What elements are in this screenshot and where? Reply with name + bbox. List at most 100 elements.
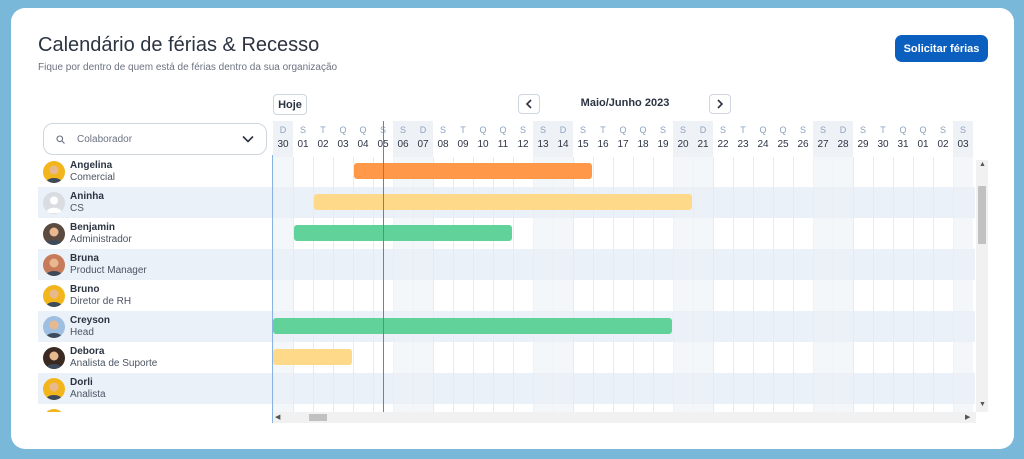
vacation-bar[interactable] — [294, 225, 512, 241]
person-role: Administrador — [70, 234, 132, 245]
person-role: Product Manager — [70, 265, 147, 276]
day-number: 30 — [277, 139, 289, 150]
day-header: S 19 — [653, 121, 673, 157]
scroll-right-icon[interactable]: ▶ — [965, 414, 971, 421]
vacation-bar[interactable] — [273, 349, 352, 365]
day-number: 23 — [737, 139, 749, 150]
vacation-bar[interactable] — [314, 194, 692, 210]
person-row[interactable]: Bruna Product Manager — [38, 249, 272, 280]
day-number: 14 — [557, 139, 569, 150]
day-letter: S — [939, 125, 946, 135]
day-letter: T — [600, 125, 606, 135]
person-photo-icon — [45, 258, 63, 276]
vertical-scrollbar[interactable]: ▲ ▼ — [976, 160, 988, 412]
day-header: Q 03 — [333, 121, 353, 157]
scroll-down-icon[interactable]: ▼ — [979, 401, 986, 408]
next-month-button[interactable] — [709, 94, 731, 114]
day-number: 08 — [437, 139, 449, 150]
day-column — [353, 157, 373, 412]
today-button[interactable]: Hoje — [273, 94, 307, 115]
day-column — [833, 157, 853, 412]
day-header: Q 10 — [473, 121, 493, 157]
day-header: D 07 — [413, 121, 433, 157]
chevron-right-icon — [717, 99, 724, 109]
user-placeholder-icon — [46, 196, 62, 213]
person-role: Analista — [70, 389, 106, 400]
avatar — [43, 377, 65, 400]
person-row[interactable]: Bruno Diretor de RH — [38, 280, 272, 311]
vacation-bar[interactable] — [273, 318, 672, 334]
horizontal-scrollbar[interactable]: ◀ ▶ — [273, 412, 976, 423]
person-row[interactable]: Benjamin Administrador — [38, 218, 272, 249]
person-photo-icon — [45, 227, 63, 245]
person-name: Angelina — [70, 160, 113, 171]
day-number: 02 — [937, 139, 949, 150]
vacation-bar[interactable] — [354, 163, 592, 179]
day-column — [853, 157, 873, 412]
day-letter: Q — [639, 125, 647, 135]
day-number: 25 — [777, 139, 789, 150]
horizontal-scroll-thumb[interactable] — [309, 414, 327, 421]
vertical-scroll-thumb[interactable] — [978, 186, 986, 244]
person-row[interactable]: Aninha CS — [38, 187, 272, 218]
day-column — [553, 157, 573, 412]
person-name: Benjamin — [70, 222, 116, 233]
person-photo-icon — [45, 165, 63, 183]
day-number: 16 — [597, 139, 609, 150]
person-row[interactable]: Dani — [38, 404, 272, 412]
day-header: D 28 — [833, 121, 853, 157]
day-column — [413, 157, 433, 412]
day-column — [673, 157, 693, 412]
day-letter: Q — [479, 125, 487, 135]
day-number: 20 — [677, 139, 689, 150]
day-number: 29 — [857, 139, 869, 150]
avatar — [43, 284, 65, 307]
person-row[interactable]: Debora Analista de Suporte — [38, 342, 272, 373]
day-number: 24 — [757, 139, 769, 150]
person-row[interactable]: Angelina Comercial — [38, 156, 272, 187]
day-number: 28 — [837, 139, 849, 150]
prev-month-button[interactable] — [518, 94, 540, 114]
day-column — [273, 157, 293, 412]
day-letter: D — [699, 125, 707, 135]
day-header: S 08 — [433, 121, 453, 157]
scroll-up-icon[interactable]: ▲ — [979, 161, 986, 168]
day-header: S 06 — [393, 121, 413, 157]
day-number: 10 — [477, 139, 489, 150]
day-column — [433, 157, 453, 412]
day-column — [933, 157, 953, 412]
avatar — [43, 408, 65, 413]
avatar — [43, 160, 65, 183]
day-number: 27 — [817, 139, 829, 150]
day-column — [333, 157, 353, 412]
day-number: 11 — [497, 139, 509, 150]
person-photo-icon — [45, 289, 63, 307]
avatar — [43, 222, 65, 245]
day-column — [813, 157, 833, 412]
day-number: 09 — [457, 139, 469, 150]
day-letter: D — [419, 125, 427, 135]
day-letter: S — [399, 125, 406, 135]
day-header: S 27 — [813, 121, 833, 157]
day-number: 13 — [537, 139, 549, 150]
day-letter: S — [819, 125, 826, 135]
person-photo-icon — [43, 409, 65, 413]
day-letter: Q — [359, 125, 367, 135]
person-row[interactable]: Creyson Head — [38, 311, 272, 342]
day-header: Q 01 — [913, 121, 933, 157]
day-number: 12 — [517, 139, 529, 150]
day-number: 31 — [897, 139, 909, 150]
person-name: Dorli — [70, 377, 93, 388]
person-row[interactable]: Dorli Analista — [38, 373, 272, 404]
request-vacation-button[interactable]: Solicitar férias — [895, 35, 988, 62]
day-column — [773, 157, 793, 412]
day-column — [493, 157, 513, 412]
day-column — [513, 157, 533, 412]
day-number: 06 — [397, 139, 409, 150]
day-column — [573, 157, 593, 412]
day-letter: S — [719, 125, 726, 135]
day-header: Q 25 — [773, 121, 793, 157]
scroll-left-icon[interactable]: ◀ — [275, 414, 281, 421]
day-number: 21 — [697, 139, 709, 150]
collaborator-select[interactable]: Colaborador — [43, 123, 267, 155]
